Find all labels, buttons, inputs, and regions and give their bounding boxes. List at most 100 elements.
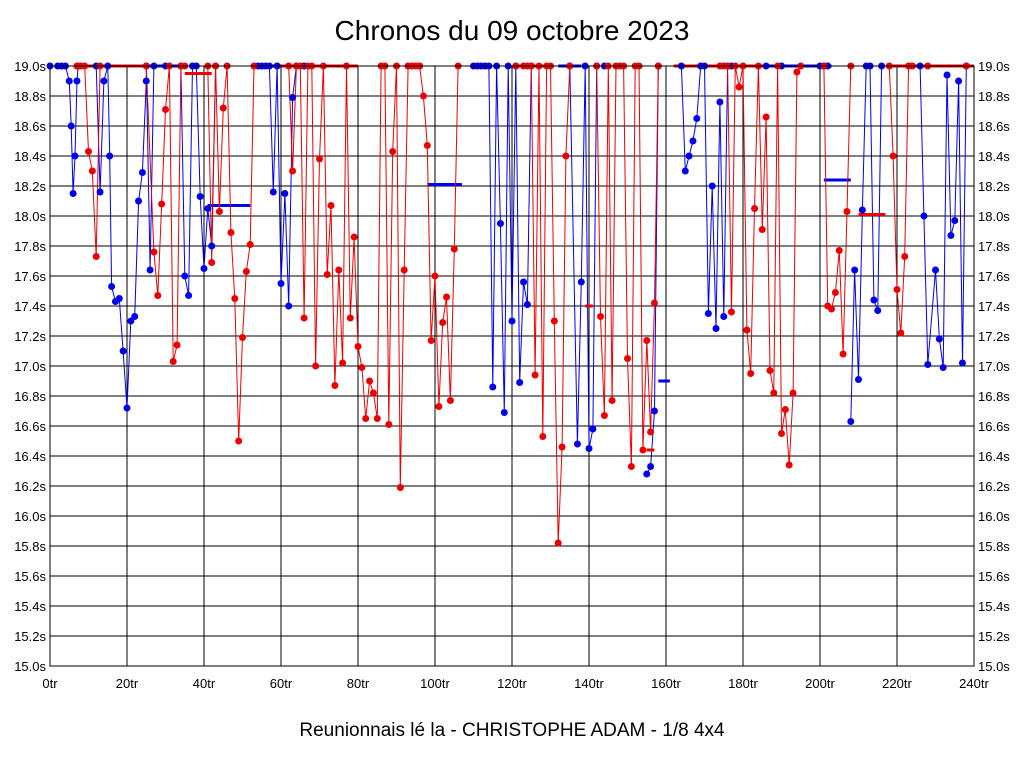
- red-data-point: [162, 106, 169, 113]
- red-data-point: [758, 226, 766, 233]
- y-tick-label-right: 15.0s: [978, 659, 1010, 674]
- blue-data-point: [855, 376, 862, 383]
- blue-data-point: [65, 77, 73, 85]
- blue-data-point: [142, 77, 150, 85]
- y-tick-label-left: 15.8s: [14, 539, 46, 554]
- blue-data-point: [500, 409, 508, 416]
- blue-data-point: [281, 190, 289, 197]
- grid-lines: [49, 65, 975, 667]
- red-data-point: [793, 68, 801, 76]
- red-data-point: [727, 308, 735, 316]
- y-tick-label-right: 16.6s: [978, 419, 1010, 434]
- red-data-point: [331, 382, 339, 389]
- red-data-point: [897, 329, 905, 337]
- blue-series-line: [850, 65, 883, 422]
- red-data-point: [624, 355, 631, 362]
- x-tick-label: 100tr: [420, 676, 450, 691]
- x-tick-label: 240tr: [959, 676, 989, 691]
- red-data-point: [446, 397, 454, 404]
- blue-data-point: [712, 325, 720, 332]
- red-data-point: [327, 202, 335, 209]
- data-points: [46, 62, 970, 547]
- red-data-point: [608, 397, 616, 404]
- red-data-point: [242, 268, 250, 275]
- red-data-point: [219, 104, 227, 112]
- y-tick-label-right: 15.2s: [978, 629, 1010, 644]
- red-data-point: [215, 208, 223, 215]
- red-data-point: [735, 83, 743, 91]
- blue-data-point: [67, 122, 75, 130]
- red-data-point: [554, 539, 562, 547]
- red-data-point: [362, 415, 370, 422]
- blue-data-point: [704, 310, 712, 317]
- red-data-point: [385, 421, 393, 428]
- y-tick-label-right: 17.4s: [978, 299, 1010, 314]
- blue-data-point: [489, 383, 497, 391]
- blue-data-point: [204, 205, 212, 212]
- red-data-point: [346, 314, 354, 322]
- red-data-point: [158, 200, 166, 208]
- blue-data-point: [115, 295, 123, 302]
- blue-data-point: [119, 347, 127, 355]
- red-data-point: [435, 403, 443, 410]
- red-data-point: [450, 245, 458, 253]
- y-tick-label-right: 18.2s: [978, 179, 1010, 194]
- x-tick-label: 220tr: [882, 676, 912, 691]
- red-series-line: [419, 65, 459, 407]
- blue-data-point: [508, 317, 516, 325]
- y-tick-label-left: 16.4s: [14, 449, 46, 464]
- blue-data-point: [955, 77, 963, 85]
- red-data-point: [373, 415, 381, 422]
- red-data-point: [558, 443, 566, 451]
- red-data-point: [539, 433, 547, 440]
- blue-data-point: [496, 220, 504, 227]
- red-data-point: [893, 286, 901, 293]
- blue-data-point: [858, 206, 866, 214]
- blue-data-point: [681, 167, 689, 175]
- blue-data-point: [685, 152, 693, 160]
- red-data-point: [427, 337, 435, 344]
- blue-series-line: [680, 65, 732, 329]
- axis-labels: 19.0s 19.0s 18.8s 18.8s 18.6s 18.6s 18.4s 18.4s…: [14, 59, 1010, 691]
- red-data-point: [766, 367, 774, 374]
- y-tick-label-right: 16.8s: [978, 389, 1010, 404]
- blue-data-point: [208, 242, 216, 250]
- red-series-line: [719, 65, 802, 466]
- y-tick-label-right: 15.6s: [978, 569, 1010, 584]
- blue-data-point: [958, 359, 966, 367]
- red-data-point: [350, 233, 358, 241]
- blue-data-point: [935, 335, 943, 343]
- red-data-point: [339, 359, 347, 367]
- red-series-line: [888, 65, 967, 334]
- blue-data-point: [131, 313, 139, 320]
- x-tick-label: 20tr: [116, 676, 139, 691]
- y-tick-label-left: 17.8s: [14, 239, 46, 254]
- x-tick-label: 40tr: [193, 676, 216, 691]
- blue-data-point: [96, 188, 104, 196]
- red-data-point: [627, 463, 635, 470]
- y-tick-label-right: 16.2s: [978, 479, 1010, 494]
- blue-data-point: [643, 470, 651, 478]
- red-data-point: [169, 358, 177, 365]
- blue-series-line: [180, 65, 217, 296]
- red-data-point: [747, 370, 755, 377]
- blue-data-point: [185, 292, 193, 299]
- blue-data-point: [277, 280, 285, 287]
- blue-data-point: [716, 98, 724, 106]
- red-data-point: [335, 266, 343, 274]
- y-tick-label-left: 17.4s: [14, 299, 46, 314]
- blue-series-line: [919, 65, 967, 368]
- blue-data-point: [269, 188, 277, 196]
- blue-data-point: [847, 418, 855, 425]
- red-data-point: [316, 155, 323, 163]
- x-tick-label: 80tr: [347, 676, 370, 691]
- red-data-point: [439, 319, 447, 326]
- x-tick-label: 200tr: [805, 676, 835, 691]
- blue-data-point: [951, 217, 959, 224]
- red-data-point: [647, 428, 655, 436]
- red-data-point: [789, 389, 797, 397]
- red-series-line: [288, 65, 420, 488]
- blue-data-point: [289, 94, 297, 101]
- red-data-point: [235, 437, 243, 445]
- red-data-point: [650, 299, 658, 307]
